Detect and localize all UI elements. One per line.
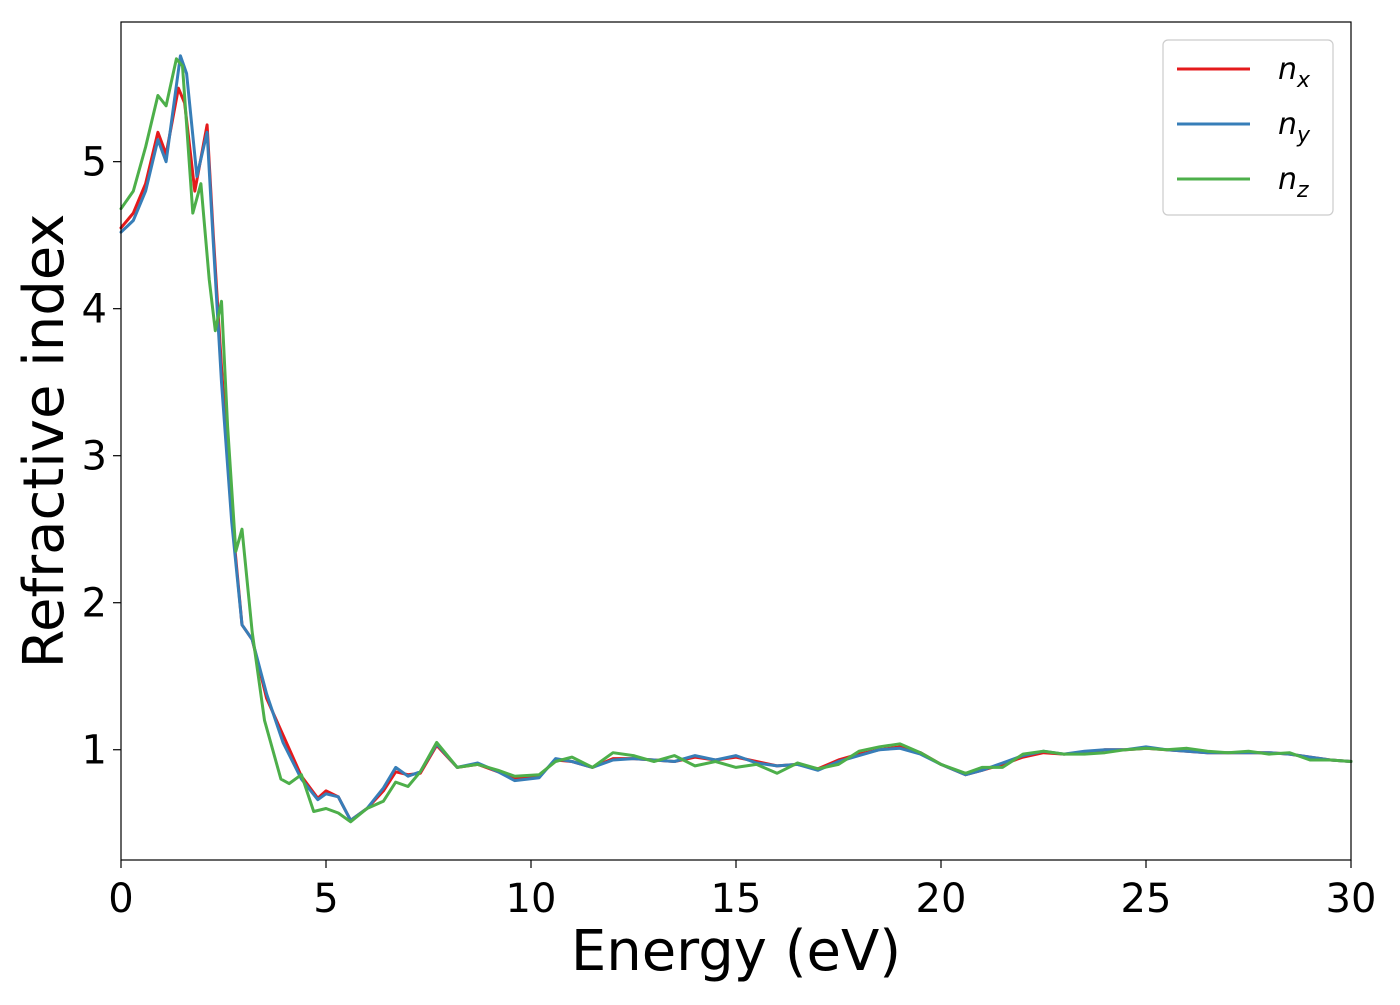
legend-label-base: n	[1278, 107, 1297, 142]
y-tick-label: 5	[82, 140, 107, 186]
y-axis-ticks: 1 2 3 4 5	[82, 140, 121, 774]
y-axis-label: Refractive index	[12, 214, 77, 669]
x-axis-ticks: 0 5 10 15 20 25 30	[108, 860, 1376, 922]
y-tick-label: 1	[82, 728, 107, 774]
y-tick-label: 4	[82, 287, 107, 333]
x-tick-label: 30	[1326, 876, 1377, 922]
legend-label-subscript: x	[1296, 68, 1311, 93]
series-line-n-y	[119, 54, 1353, 822]
x-axis-label: Energy (eV)	[571, 919, 901, 984]
series-layer	[119, 54, 1353, 824]
legend-label-n-x: nx	[1278, 52, 1311, 93]
legend-label-subscript: y	[1296, 123, 1311, 148]
legend-label-n-y: ny	[1278, 107, 1311, 148]
x-tick-label: 0	[108, 876, 133, 922]
legend-label-base: n	[1278, 162, 1297, 197]
legend-box	[1162, 39, 1334, 216]
legend-label-subscript: z	[1296, 178, 1309, 203]
y-tick-label: 3	[82, 434, 107, 480]
x-tick-label: 25	[1121, 876, 1172, 922]
x-tick-label: 20	[916, 876, 967, 922]
legend-label-base: n	[1278, 52, 1297, 87]
x-tick-label: 5	[313, 876, 338, 922]
legend-label-n-z: nz	[1278, 162, 1309, 203]
x-tick-label: 15	[711, 876, 762, 922]
series-line-n-z	[119, 57, 1353, 824]
x-tick-label: 10	[506, 876, 557, 922]
y-tick-label: 2	[82, 581, 107, 627]
